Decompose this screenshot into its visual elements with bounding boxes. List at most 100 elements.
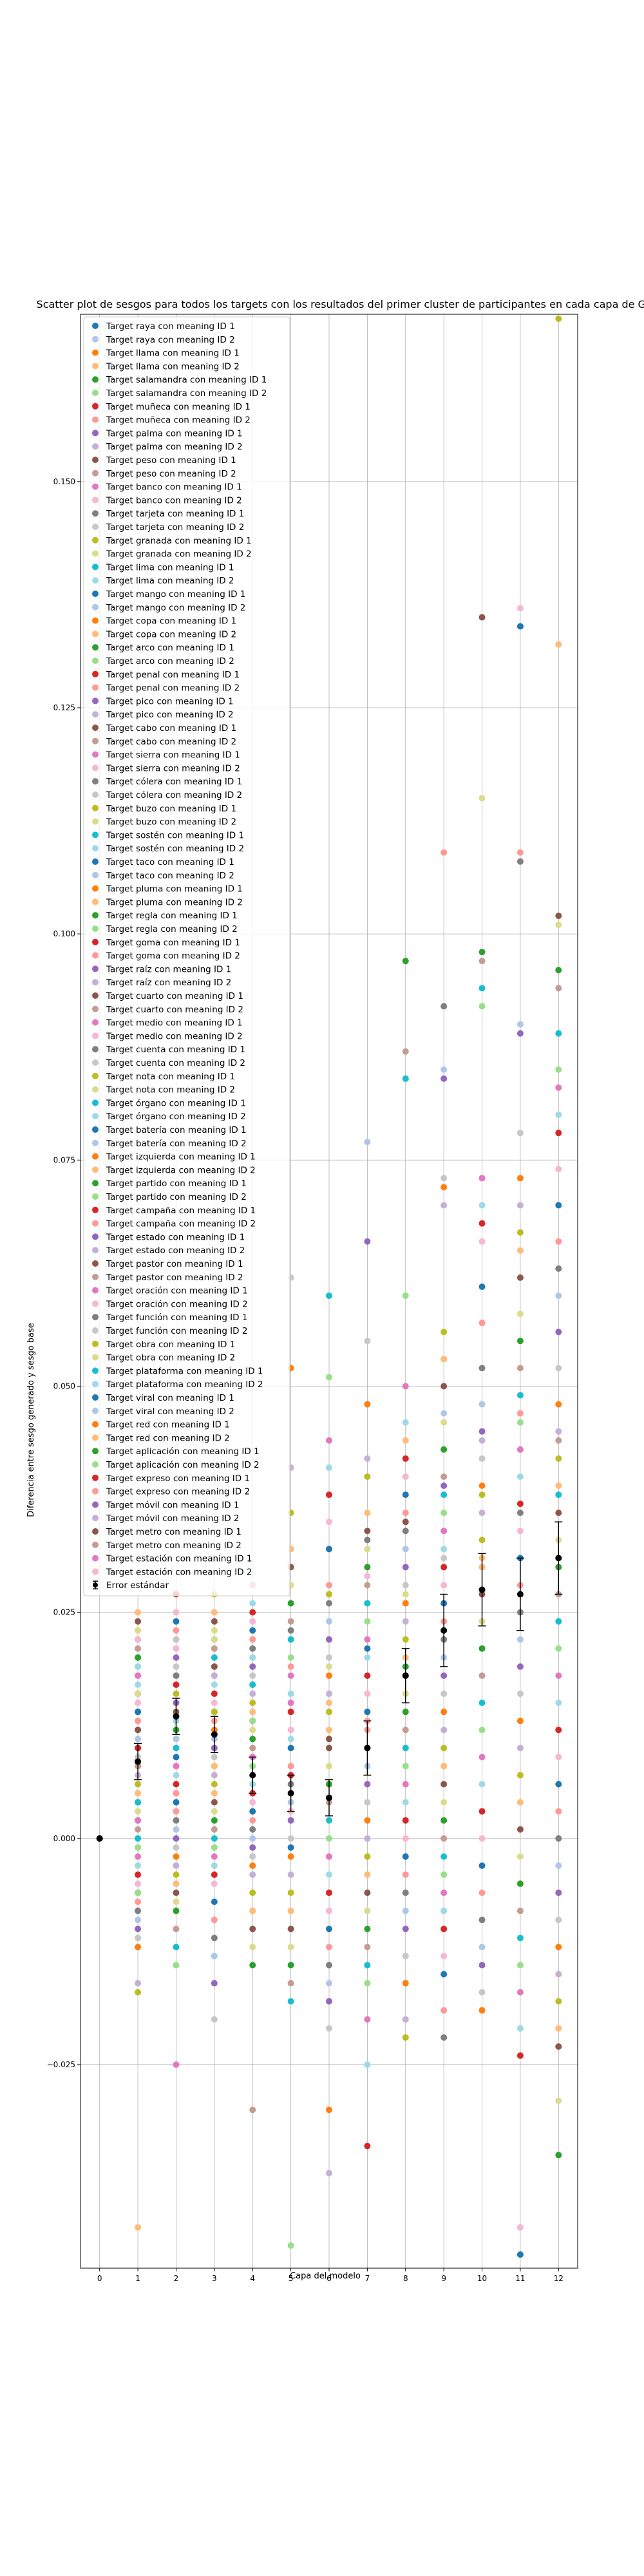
legend-marker	[92, 697, 99, 705]
data-point	[364, 1889, 371, 1897]
legend-marker	[92, 1086, 99, 1093]
data-point	[211, 2016, 218, 2023]
legend-marker	[92, 1394, 99, 1401]
data-point	[173, 1944, 180, 1951]
legend-label: Target copa con meaning ID 2	[106, 629, 236, 639]
legend-marker	[92, 751, 99, 758]
data-point	[211, 1772, 218, 1779]
data-point	[211, 1763, 218, 1770]
legend-label: Target buzo con meaning ID 2	[106, 817, 236, 828]
data-point	[211, 1953, 218, 1960]
legend-marker	[92, 1273, 99, 1280]
data-point	[516, 1962, 524, 1969]
data-point	[516, 1274, 524, 1281]
data-point	[287, 1663, 294, 1670]
legend-label: Target función con meaning ID 1	[106, 1312, 247, 1323]
data-point	[326, 1763, 332, 1770]
data-point	[516, 1636, 524, 1643]
legend-marker	[92, 938, 99, 945]
legend-marker	[92, 858, 99, 865]
legend-label: Target goma con meaning ID 2	[106, 951, 240, 961]
data-point	[249, 2107, 256, 2114]
data-point	[135, 1709, 142, 1716]
data-point	[516, 1410, 524, 1417]
data-point	[287, 1727, 294, 1734]
legend-label: Target viral con meaning ID 2	[106, 1406, 234, 1417]
data-point	[402, 1600, 409, 1607]
legend-label: Target peso con meaning ID 1	[106, 455, 236, 466]
data-point	[402, 1528, 409, 1535]
data-point	[402, 1799, 409, 1806]
legend-label: Target granada con meaning ID 1	[106, 536, 252, 546]
legend-label: Target regla con meaning ID 1	[106, 911, 238, 921]
legend-label: Target aplicación con meaning ID 1	[106, 1446, 260, 1457]
legend-label: Target cuenta con meaning ID 1	[106, 1045, 245, 1055]
data-point	[440, 1175, 448, 1182]
data-point	[516, 1311, 524, 1318]
x-tick-label: 10	[477, 2274, 487, 2283]
legend-marker	[92, 564, 99, 571]
data-point	[516, 1030, 524, 1037]
data-point	[287, 1600, 294, 1607]
data-point	[440, 1546, 448, 1553]
data-point	[402, 1908, 409, 1915]
data-point	[135, 1899, 142, 1906]
data-point	[364, 1980, 371, 1987]
legend-label: Target mango con meaning ID 2	[106, 603, 245, 613]
data-point	[478, 1808, 486, 1815]
legend-label: Target muñeca con meaning ID 2	[106, 415, 251, 426]
data-point	[555, 1238, 562, 1245]
legend-marker	[92, 402, 99, 410]
data-point	[440, 1835, 448, 1842]
data-point	[440, 1419, 448, 1426]
data-point	[135, 1917, 142, 1924]
data-point	[440, 1853, 448, 1860]
legend-label: Target tarjeta con meaning ID 1	[106, 509, 244, 519]
data-point	[516, 1202, 524, 1209]
data-point	[555, 1428, 562, 1435]
data-point	[249, 1908, 256, 1915]
legend-marker	[92, 818, 99, 825]
legend-label: Target cuarto con meaning ID 2	[106, 1005, 243, 1015]
data-point	[173, 1862, 180, 1869]
data-point	[555, 1112, 562, 1119]
legend-marker	[92, 1260, 99, 1267]
data-point	[440, 849, 448, 856]
x-axis-label: Capa del modelo	[290, 2271, 361, 2281]
legend-marker	[92, 979, 99, 986]
legend-marker	[92, 1126, 99, 1133]
legend-label: Target arco con meaning ID 1	[106, 643, 234, 653]
legend-label: Target medio con meaning ID 2	[106, 1031, 243, 1041]
data-point	[364, 1926, 371, 1933]
data-point	[402, 1871, 409, 1878]
data-point	[555, 1329, 562, 1336]
data-point	[211, 1781, 218, 1788]
legend-label: Target estación con meaning ID 2	[106, 1567, 252, 1577]
data-point	[287, 1889, 294, 1897]
legend-label: Target goma con meaning ID 1	[106, 938, 240, 948]
data-point	[326, 1600, 332, 1607]
data-point	[249, 1627, 256, 1634]
legend-marker	[92, 885, 99, 892]
data-point	[478, 1437, 486, 1444]
data-point	[402, 1492, 409, 1499]
data-point	[440, 1763, 448, 1770]
data-point	[478, 985, 486, 992]
data-point	[326, 2170, 332, 2177]
data-point	[516, 1690, 524, 1698]
y-tick-label: 0.100	[53, 929, 75, 938]
legend-label: Error estándar	[106, 1580, 169, 1591]
data-point	[364, 1799, 371, 1806]
data-point	[211, 1618, 218, 1625]
data-point	[402, 1618, 409, 1625]
data-point	[402, 2034, 409, 2041]
legend-marker	[92, 658, 99, 664]
mean-marker	[211, 1731, 218, 1738]
data-point	[211, 1672, 218, 1679]
data-point	[516, 858, 524, 865]
data-point	[135, 1781, 142, 1788]
data-point	[326, 1871, 332, 1878]
data-point	[440, 1510, 448, 1517]
legend-box	[83, 316, 290, 1596]
legend-marker	[93, 1582, 98, 1588]
